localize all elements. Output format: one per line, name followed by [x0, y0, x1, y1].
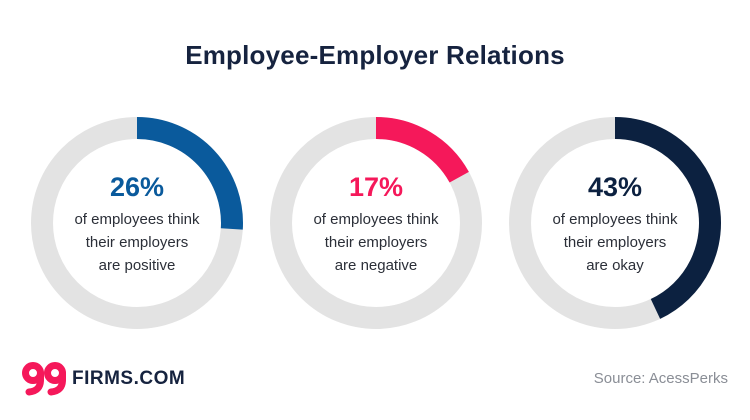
percent-label-okay: 43% — [587, 172, 643, 202]
percent-label-negative: 17% — [348, 172, 404, 202]
brand-logo: FIRMS.COM — [20, 362, 185, 396]
donut-chart-negative: 17% of employees think their employers a… — [269, 116, 483, 330]
description-okay: of employees think their employers are o… — [552, 211, 678, 274]
chart-title: Employee-Employer Relations — [185, 40, 565, 70]
nines-logo-icon — [22, 362, 66, 396]
donut-chart-positive: 26% of employees think their employers a… — [30, 116, 244, 330]
donut-arc-okay — [614, 117, 721, 319]
description-positive: of employees think their employers are p… — [74, 211, 200, 274]
percent-label-positive: 26% — [109, 172, 165, 202]
logo-text: FIRMS.COM — [72, 368, 186, 389]
donut-arc-negative — [375, 117, 469, 183]
description-negative: of employees think their employers are n… — [313, 211, 439, 274]
source-note: Source: AcessPerks — [593, 370, 728, 387]
donut-arc-positive — [136, 117, 243, 230]
donut-chart-okay: 43% of employees think their employers a… — [508, 116, 722, 330]
